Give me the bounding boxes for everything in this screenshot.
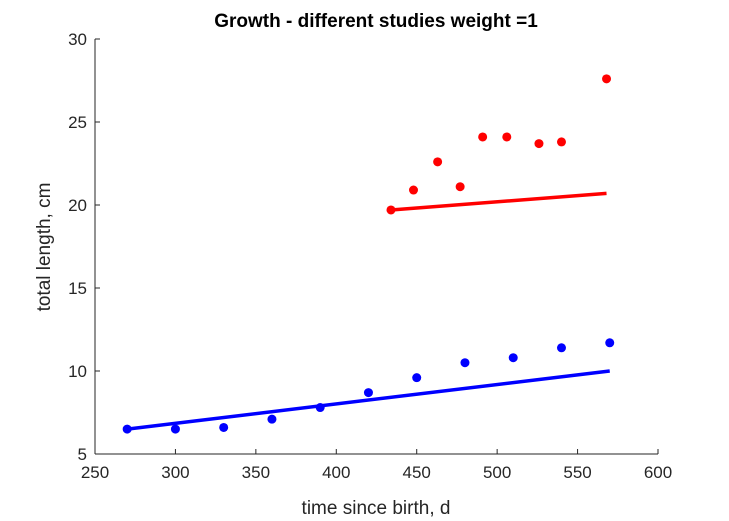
y-tick-label: 30	[68, 30, 87, 49]
x-tick-label: 250	[81, 463, 109, 482]
plot-area	[95, 39, 658, 454]
chart-title: Growth - different studies weight =1	[214, 11, 538, 32]
axes: 250 300 350 400 450 500 550 600 5 10 15 20 25 30	[68, 30, 672, 482]
fit-line	[390, 191, 607, 212]
data-point	[267, 414, 277, 424]
y-tick-label: 5	[78, 445, 87, 464]
y-tick-label: 10	[68, 362, 87, 381]
data-point	[363, 388, 373, 398]
x-tick-label: 300	[161, 463, 189, 482]
data-point	[455, 182, 465, 192]
data-point	[605, 338, 615, 348]
data-point	[122, 424, 132, 434]
x-axis-label: time since birth, d	[302, 498, 451, 519]
x-tick-label: 550	[563, 463, 591, 482]
data-point	[433, 157, 443, 167]
data-point	[602, 74, 612, 84]
data-point	[556, 137, 566, 147]
x-tick-label: 450	[403, 463, 431, 482]
data-point	[534, 139, 544, 149]
x-tick-label: 350	[242, 463, 270, 482]
data-point	[556, 343, 566, 353]
x-tick-label: 400	[322, 463, 350, 482]
data-point	[508, 353, 518, 363]
series-1	[122, 338, 615, 434]
x-tick-label: 500	[483, 463, 511, 482]
y-tick-label: 25	[68, 113, 87, 132]
data-point	[386, 205, 396, 215]
data-point	[412, 373, 422, 383]
x-tick-label: 600	[644, 463, 672, 482]
series-0	[386, 74, 612, 215]
data-point	[170, 424, 180, 434]
series-layer	[122, 74, 615, 434]
data-point	[219, 422, 229, 432]
data-point	[502, 132, 512, 142]
data-point	[460, 358, 470, 368]
y-tick-label: 15	[68, 279, 87, 298]
y-tick-label: 20	[68, 196, 87, 215]
fit-line	[126, 369, 610, 431]
data-point	[408, 185, 418, 195]
data-point	[478, 132, 488, 142]
data-point	[315, 403, 325, 413]
y-axis-label: total length, cm	[34, 183, 55, 312]
